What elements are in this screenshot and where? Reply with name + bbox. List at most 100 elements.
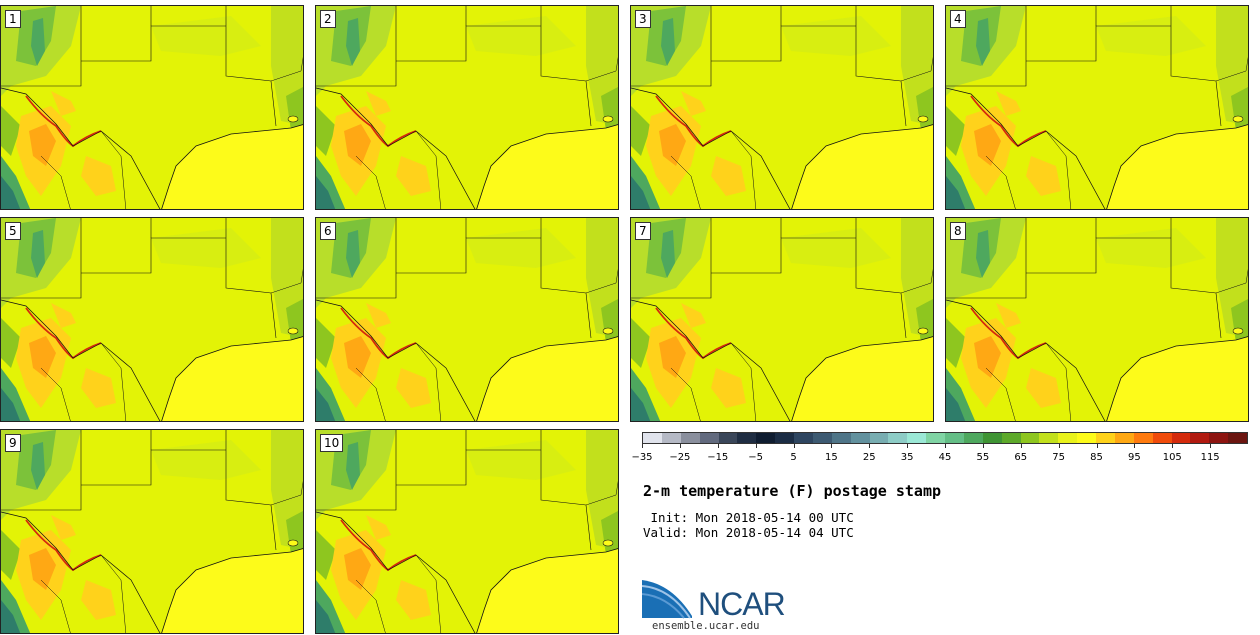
colorbar-tick-label: 5 xyxy=(790,452,797,463)
colorbar-swatch xyxy=(1058,433,1078,443)
member-label: 4 xyxy=(950,10,966,28)
colorbar-tick-label: −5 xyxy=(748,452,763,463)
colorbar-swatch xyxy=(812,433,832,443)
colorbar-tick xyxy=(945,444,946,448)
colorbar-tick xyxy=(1210,444,1212,448)
colorbar-swatch xyxy=(850,433,870,443)
colorbar-swatch xyxy=(1152,433,1172,443)
colorbar-tick xyxy=(679,444,681,448)
colorbar-swatch xyxy=(907,433,927,443)
init-time: Init: Mon 2018-05-14 00 UTC xyxy=(643,510,854,525)
member-label: 9 xyxy=(5,434,21,452)
colorbar-swatch xyxy=(831,433,851,443)
colorbar-tick-label: 105 xyxy=(1162,452,1182,463)
colorbar-labels: −35 −25 −15 −5 5 15 25 35 45 55 65 75 85 95 105 115 xyxy=(631,452,1248,466)
temperature-map xyxy=(1,218,303,421)
colorbar-tick xyxy=(982,444,984,448)
colorbar-tick-label: 85 xyxy=(1090,452,1103,463)
colorbar-swatch xyxy=(869,433,889,443)
colorbar-tick-label: 65 xyxy=(1014,452,1028,463)
ncar-logo-text: NCAR xyxy=(698,586,786,622)
member-panel-7: 7 xyxy=(630,217,934,422)
site-url: ensemble.ucar.edu xyxy=(652,620,760,632)
member-label: 6 xyxy=(320,222,336,240)
member-panel-6: 6 xyxy=(315,217,619,422)
colorbar-tick-label: 75 xyxy=(1052,452,1065,463)
colorbar-swatch xyxy=(926,433,945,443)
colorbar-tick-label: 15 xyxy=(825,452,838,463)
colorbar-swatch xyxy=(1020,433,1040,443)
colorbar-ticks xyxy=(642,444,1248,449)
colorbar-swatch xyxy=(1171,433,1191,443)
colorbar-swatch xyxy=(680,433,700,443)
colorbar-swatch xyxy=(1133,433,1153,443)
member-panel-9: 9 xyxy=(0,429,304,634)
colorbar-swatch xyxy=(699,433,719,443)
colorbar-tick xyxy=(1058,444,1060,448)
colorbar-tick xyxy=(831,444,833,448)
member-label: 1 xyxy=(5,10,21,28)
colorbar-tick xyxy=(1020,444,1022,448)
temperature-map xyxy=(316,430,618,633)
colorbar-tick xyxy=(793,444,795,448)
colorbar-swatch xyxy=(1039,433,1059,443)
colorbar-swatch xyxy=(737,433,757,443)
colorbar-swatch xyxy=(1001,433,1021,443)
colorbar-tick xyxy=(717,444,719,448)
colorbar-tick-label: 35 xyxy=(900,452,914,463)
colorbar-swatch xyxy=(1114,433,1134,443)
colorbar-swatch xyxy=(794,433,813,443)
temperature-map xyxy=(946,6,1248,209)
colorbar-swatch xyxy=(1209,433,1229,443)
colorbar-tick xyxy=(907,444,909,448)
valid-time: Valid: Mon 2018-05-14 04 UTC xyxy=(643,525,854,540)
colorbar-swatch xyxy=(945,433,964,443)
colorbar-swatch xyxy=(963,433,983,443)
temperature-map xyxy=(946,218,1248,421)
colorbar-swatch xyxy=(1228,433,1247,443)
colorbar-swatch xyxy=(1096,433,1115,443)
colorbar-tick xyxy=(869,444,871,448)
ncar-logo-icon xyxy=(642,580,692,619)
colorbar-tick-label: −35 xyxy=(631,452,653,463)
colorbar-tick-label: 95 xyxy=(1128,452,1141,463)
colorbar-tick-label: −25 xyxy=(669,452,691,463)
colorbar-swatch xyxy=(661,433,681,443)
temperature-map xyxy=(1,430,303,633)
colorbar-swatch xyxy=(1077,433,1096,443)
member-label: 5 xyxy=(5,222,21,240)
colorbar-tick-label: −15 xyxy=(707,452,729,463)
member-panel-2: 2 xyxy=(315,5,619,210)
colorbar-tick xyxy=(1096,444,1098,448)
temperature-map xyxy=(631,6,933,209)
member-label: 7 xyxy=(635,222,651,240)
colorbar-swatch xyxy=(643,433,662,443)
colorbar-tick-label: 25 xyxy=(862,452,876,463)
colorbar-tick-label: 45 xyxy=(938,452,952,463)
member-panel-3: 3 xyxy=(630,5,934,210)
member-panel-10: 10 xyxy=(315,429,619,634)
colorbar-tick-label: 115 xyxy=(1200,452,1220,463)
plot-title: 2-m temperature (F) postage stamp xyxy=(643,482,942,500)
member-panel-8: 8 xyxy=(945,217,1249,422)
colorbar-swatch xyxy=(718,433,738,443)
temperature-map xyxy=(1,6,303,209)
temperature-map xyxy=(631,218,933,421)
member-panel-5: 5 xyxy=(0,217,304,422)
colorbar-tick-label: 55 xyxy=(976,452,990,463)
colorbar-swatch xyxy=(775,433,794,443)
colorbar-swatch xyxy=(888,433,908,443)
member-label: 10 xyxy=(320,434,344,452)
colorbar-tick xyxy=(642,444,643,448)
colorbar-swatch xyxy=(982,433,1002,443)
colorbar-swatch xyxy=(1190,433,1210,443)
member-panel-1: 1 xyxy=(0,5,304,210)
temperature-map xyxy=(316,6,618,209)
colorbar-tick xyxy=(1134,444,1136,448)
member-label: 3 xyxy=(635,10,651,28)
colorbar xyxy=(642,432,1248,444)
colorbar-tick xyxy=(755,444,757,448)
member-label: 8 xyxy=(950,222,966,240)
temperature-map xyxy=(316,218,618,421)
colorbar-swatch xyxy=(756,433,776,443)
